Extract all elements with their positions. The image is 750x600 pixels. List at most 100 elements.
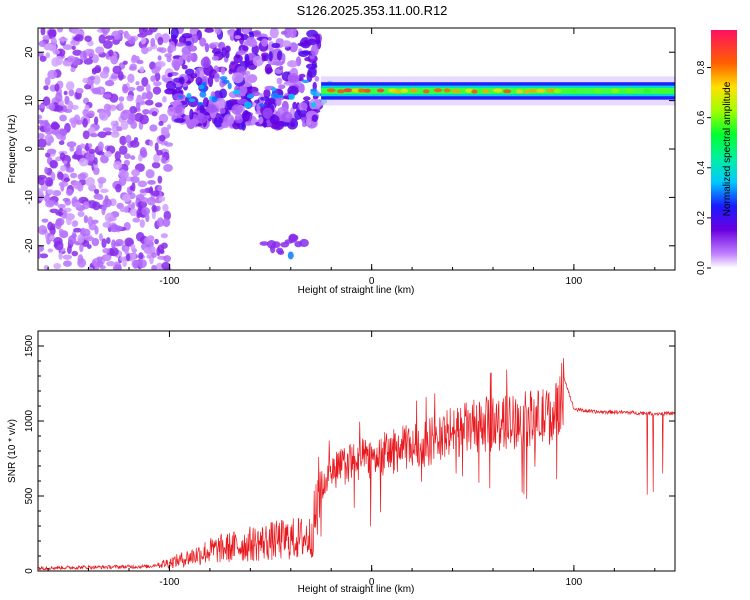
turbulent-blob <box>263 88 271 99</box>
noise-blob <box>106 261 116 267</box>
bright-spot <box>188 98 196 102</box>
noise-blob <box>101 254 112 262</box>
turbulent-blob <box>301 122 307 128</box>
noise-blob <box>83 215 89 224</box>
turbulent-blob <box>207 75 214 88</box>
noise-blob <box>140 197 149 203</box>
noise-blob <box>145 99 154 106</box>
noise-blob <box>62 254 73 260</box>
noise-blob <box>49 226 56 236</box>
turbulent-blob <box>278 84 286 90</box>
turbulent-blob <box>258 116 264 125</box>
turbulent-blob <box>305 117 312 127</box>
noise-blob <box>136 59 144 65</box>
noise-blob <box>62 197 71 202</box>
noise-blob <box>79 50 88 61</box>
turbulent-blob <box>211 48 222 55</box>
noise-blob <box>43 122 51 133</box>
noise-blob <box>135 101 141 111</box>
noise-blob <box>78 157 89 167</box>
turbulent-blob <box>306 38 318 46</box>
noise-blob <box>96 260 104 268</box>
noise-blob <box>130 120 138 129</box>
noise-blob <box>103 103 112 112</box>
noise-blob <box>84 48 95 54</box>
noise-blob <box>98 233 103 241</box>
noise-blob <box>71 233 77 239</box>
noise-blob <box>119 206 126 213</box>
noise-blob <box>138 259 147 269</box>
turbulent-blob <box>305 63 318 70</box>
snr-y-tick-label: 500 <box>24 487 35 504</box>
noise-blob <box>57 28 63 33</box>
noise-blob <box>104 150 112 158</box>
noise-blob <box>49 208 59 214</box>
snr-frame <box>37 330 676 572</box>
snr-y-axis-label: SNR (10 * v/v) <box>7 419 18 483</box>
noise-blob <box>53 262 62 270</box>
noise-blob <box>63 90 68 96</box>
noise-blob <box>141 207 151 216</box>
noise-blob <box>137 180 148 188</box>
noise-blob <box>38 188 44 197</box>
noise-blob <box>71 119 77 129</box>
noise-blob <box>104 195 109 206</box>
turbulent-blob <box>205 103 218 114</box>
noise-blob <box>72 49 83 56</box>
turbulent-blob <box>297 77 304 82</box>
turbulent-blob <box>204 42 210 53</box>
noise-blob <box>139 219 145 228</box>
turbulent-blob <box>306 29 318 38</box>
turbulent-blob <box>220 67 226 75</box>
turbulent-blob <box>292 101 298 110</box>
noise-blob <box>73 227 82 233</box>
noise-blob <box>38 119 45 124</box>
noise-blob <box>72 36 81 41</box>
noise-blob <box>161 261 171 270</box>
low-cluster <box>284 239 294 244</box>
noise-blob <box>111 239 116 250</box>
noise-blob <box>75 119 83 125</box>
noise-blob <box>59 128 68 137</box>
snr-x-axis-label: Height of straight line (km) <box>298 584 415 595</box>
noise-blob <box>109 224 120 233</box>
noise-blob <box>65 188 74 196</box>
noise-blob <box>131 182 136 192</box>
colorbar-label: Normalized spectral amplitude <box>722 81 733 216</box>
noise-blob <box>160 233 168 239</box>
noise-blob <box>87 110 95 118</box>
noise-blob <box>44 134 54 143</box>
noise-blob <box>38 225 48 235</box>
noise-blob <box>67 100 74 111</box>
turbulent-blob <box>271 42 281 49</box>
noise-blob <box>152 86 162 95</box>
snr-series-line <box>38 358 675 571</box>
noise-blob <box>124 112 129 119</box>
turbulent-blob <box>174 118 186 123</box>
turbulent-blob <box>261 54 267 62</box>
tone-hotspot <box>400 88 409 93</box>
tone-hotspot <box>570 88 579 93</box>
noise-blob <box>118 145 128 155</box>
noise-blob <box>49 235 55 241</box>
snr-y-ticks: 0 500 1000 1500 <box>24 330 675 574</box>
snr-x-ticks: -100 0 100 <box>47 331 656 588</box>
noise-blob <box>130 176 140 184</box>
turbulent-blob <box>287 72 300 84</box>
turbulent-blob <box>204 28 214 33</box>
spectrogram-y-tick-label: 20 <box>24 46 35 58</box>
noise-blob <box>61 209 67 219</box>
noise-blob <box>160 127 170 136</box>
turbulent-blob <box>275 97 282 107</box>
noise-blob <box>141 46 149 55</box>
turbulent-blob <box>197 116 207 124</box>
noise-blob <box>132 259 139 269</box>
turbulent-blob <box>298 50 309 57</box>
noise-blob <box>77 173 87 181</box>
noise-blob <box>61 105 68 113</box>
turbulent-blob <box>311 114 319 123</box>
noise-blob <box>154 238 159 245</box>
tone-hotspot <box>523 89 530 94</box>
bright-spot <box>186 92 192 99</box>
